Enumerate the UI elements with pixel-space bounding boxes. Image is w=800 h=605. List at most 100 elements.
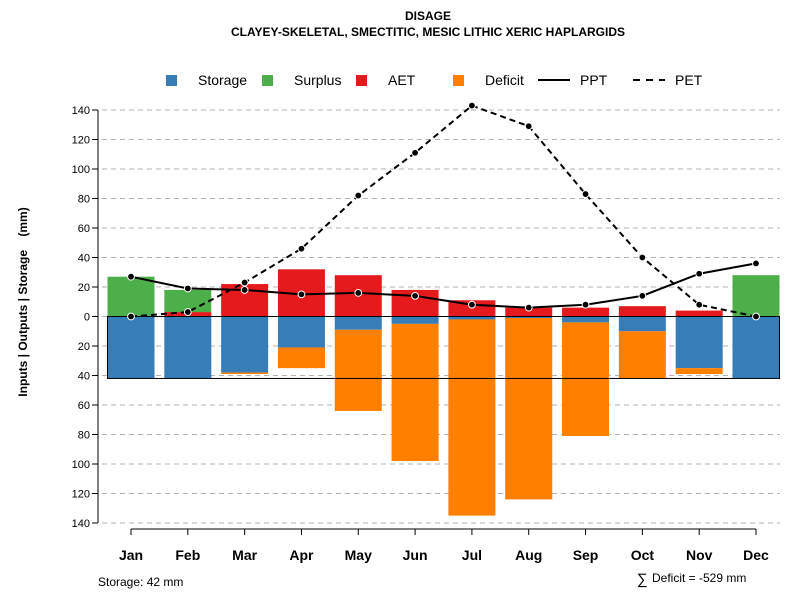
storage-bar [334,316,382,330]
ppt-point [183,284,192,293]
pet-point [297,244,306,253]
aet-bar [562,307,610,317]
surplus-bar [107,276,155,317]
ppt-point [354,289,363,297]
deficit-bar [277,347,325,369]
legend-label: PPT [580,72,608,88]
ppt-point [581,300,590,309]
pet-point [581,190,590,198]
deficit-bar [562,322,610,436]
storage-outline-layer [107,316,780,379]
aet-bar [505,307,553,317]
surplus-bar [164,289,212,313]
legend-swatch [356,75,367,86]
storage-bar [221,316,269,373]
pet-point [638,253,647,262]
ppt-point [127,272,135,281]
ppt-point [524,303,533,312]
y-tick-label: 80 [78,430,90,442]
ppt-point [297,290,306,299]
y-axis-label: Inputs | Outputs | Storage (mm) [16,207,30,396]
ppt-point [411,291,419,300]
storage-bar [505,316,553,318]
y-tick-label: 100 [72,164,90,176]
x-tick-label: Oct [631,547,655,563]
pet-point [752,312,760,321]
deficit-bar [675,368,723,375]
pet-point [524,122,533,131]
ppt-line [130,262,757,309]
pet-point [240,278,249,287]
ppt-point [638,291,647,300]
x-tick-label: Jul [462,547,482,563]
storage-bar [618,316,666,332]
x-tick-label: Apr [289,547,314,563]
storage-bar [732,316,780,379]
pet-point [127,312,135,321]
pet-line [130,104,757,318]
deficit-annotation: Deficit = -529 mm [652,571,746,585]
storage-annotation: Storage: 42 mm [98,575,183,589]
x-tick-label: Nov [686,547,713,563]
legend-label: AET [388,72,416,88]
legend-label: PET [675,72,703,88]
y-tick-label: 60 [78,223,90,235]
y-tick-label: 120 [72,489,90,501]
surplus-bar [732,275,780,317]
y-tick-label: 40 [78,253,90,265]
pet-point [183,308,192,316]
y-tick-label: 140 [72,518,90,530]
bars-layer [107,269,780,516]
x-tick-label: Dec [743,547,769,563]
x-tick-label: Mar [232,547,257,563]
y-tick-label: 120 [72,135,90,147]
x-tick-label: Aug [515,547,542,563]
legend-label: Surplus [294,72,341,88]
y-tick-label: 140 [72,105,90,117]
pet-point [411,148,419,157]
ppt-point [695,269,704,278]
legend-swatch [166,75,177,86]
deficit-bar [391,323,439,462]
x-tick-label: Feb [175,547,200,563]
y-tick-label: 0 [84,312,90,324]
storage-bar [107,316,155,379]
x-tick-label: Sep [573,547,599,563]
ppt-point [468,300,476,309]
x-tick-label: May [345,547,372,563]
deficit-bar [448,319,496,516]
legend-label: Deficit [485,72,524,88]
chart-subtitle: CLAYEY-SKELETAL, SMECTITIC, MESIC LITHIC… [231,25,625,39]
ppt-point [240,286,249,294]
y-tick-label: 60 [78,400,90,412]
legend: Storage Surplus AET Deficit PPT PET [166,72,703,88]
storage-bar [675,316,723,369]
y-tick-label: 100 [72,459,90,471]
pet-point [354,191,363,200]
legend-swatch [453,75,464,86]
deficit-bar [221,372,269,375]
lines-layer [127,101,760,321]
aet-bar [618,306,666,317]
y-tick-label: 20 [78,341,90,353]
storage-bar [164,316,212,379]
x-tick-label: Jan [119,547,143,563]
aet-bar [675,310,723,317]
deficit-bar [618,331,666,379]
y-tick-label: 20 [78,282,90,294]
axes-layer: 140 120 100 80 60 40 20 0 20 40 60 80 100 120 140 Jan Fe… [72,105,769,563]
legend-swatch [262,75,273,86]
storage-bar [277,316,325,348]
deficit-bar [505,317,553,500]
y-tick-label: 40 [78,371,90,383]
pet-point [468,101,476,110]
deficit-sum-symbol: ∑ [637,571,648,588]
ppt-point [752,259,760,268]
storage-bar [562,316,610,323]
y-tick-label: 80 [78,194,90,206]
storage-bar [391,316,439,324]
deficit-bar [334,329,382,411]
x-tick-label: Jun [403,547,428,563]
